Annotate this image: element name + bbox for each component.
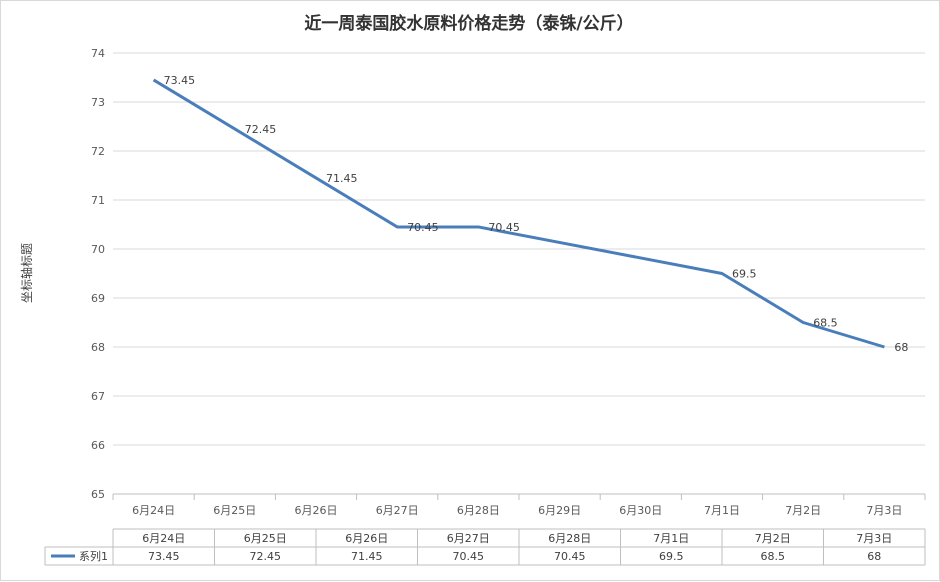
x-tick-label: 6月28日 — [457, 504, 500, 517]
data-label: 73.45 — [164, 74, 196, 87]
x-tick-label: 6月26日 — [295, 504, 338, 517]
table-value-cell: 70.45 — [554, 550, 586, 563]
y-tick-label: 73 — [91, 96, 105, 109]
data-label: 69.5 — [732, 268, 757, 281]
chart-title: 近一周泰国胶水原料价格走势（泰铢/公斤） — [304, 13, 633, 34]
table-value-cell: 70.45 — [453, 550, 485, 563]
data-label: 71.45 — [326, 172, 358, 185]
x-axis-ticks: 6月24日 6月25日 6月26日 6月27日 6月28日 6月29日 6月30日 7月1日 7… — [112, 493, 926, 517]
data-label: 68 — [894, 341, 908, 354]
table-value-cell: 69.5 — [659, 550, 684, 563]
x-tick-label: 6月25日 — [213, 504, 256, 517]
y-axis-ticks: 65 66 67 68 69 70 71 72 73 74 — [91, 47, 105, 501]
y-tick-label: 66 — [91, 439, 105, 452]
x-tick-label: 7月1日 — [704, 504, 740, 517]
y-tick-label: 68 — [91, 341, 105, 354]
data-table: 6月24日 6月25日 6月26日 6月27日 6月28日 7月1日 7月2日 7月3日 73.… — [44, 528, 926, 566]
table-value-cell: 73.45 — [148, 550, 180, 563]
table-value-cell: 68.5 — [761, 550, 786, 563]
table-header-cell: 6月26日 — [345, 532, 388, 545]
table-value-cell: 72.45 — [250, 550, 282, 563]
y-tick-label: 72 — [91, 145, 105, 158]
table-header-cell: 6月28日 — [548, 532, 591, 545]
series-lines — [152, 78, 885, 349]
table-header-cell: 6月27日 — [447, 532, 490, 545]
x-tick-label: 6月30日 — [619, 504, 662, 517]
y-tick-label: 67 — [91, 390, 105, 403]
data-label: 70.45 — [407, 221, 439, 234]
data-label: 70.45 — [488, 221, 520, 234]
y-tick-label: 71 — [91, 194, 105, 207]
y-tick-label: 65 — [91, 488, 105, 501]
series-line — [152, 78, 885, 349]
table-header-cell: 6月24日 — [142, 532, 185, 545]
legend-series-name: 系列1 — [79, 549, 108, 563]
data-labels: 73.45 72.45 71.45 70.45 70.45 69.5 68.5 68 — [164, 74, 909, 354]
table-header-cell: 7月3日 — [856, 532, 892, 545]
table-value-cell: 71.45 — [351, 550, 383, 563]
data-label: 68.5 — [813, 317, 838, 330]
gridlines — [113, 52, 925, 495]
table-header-cell: 7月1日 — [653, 532, 689, 545]
x-tick-label: 6月29日 — [538, 504, 581, 517]
x-tick-label: 6月27日 — [376, 504, 419, 517]
table-header-cell: 6月25日 — [244, 532, 287, 545]
y-tick-label: 69 — [91, 292, 105, 305]
data-label: 72.45 — [245, 123, 276, 136]
y-axis-title: 坐标轴标题 — [19, 243, 34, 303]
y-tick-label: 70 — [91, 243, 105, 256]
y-tick-label: 74 — [91, 47, 105, 60]
table-value-cell: 68 — [867, 550, 881, 563]
x-tick-label: 7月3日 — [866, 504, 902, 517]
table-header-cell: 7月2日 — [755, 532, 791, 545]
x-tick-label: 6月24日 — [132, 504, 175, 517]
x-tick-label: 7月2日 — [785, 504, 821, 517]
